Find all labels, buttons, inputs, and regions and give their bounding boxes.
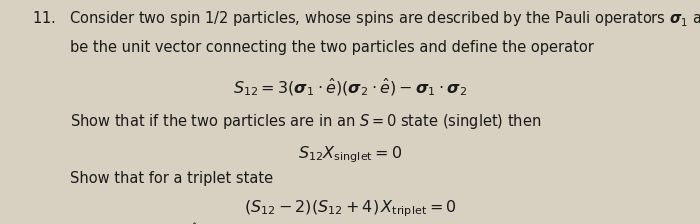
Text: (\textit{Hint}: Choose $\hat{e}$ along the $z$-axis.): (\textit{Hint}: Choose $\hat{e}$ along t… [32,222,322,224]
Text: 11.   Consider two spin 1/2 particles, whose spins are described by the Pauli op: 11. Consider two spin 1/2 particles, who… [32,7,700,28]
Text: Show that if the two particles are in an $S = 0$ state (singlet) then: Show that if the two particles are in an… [70,112,541,131]
Text: Show that for a triplet state: Show that for a triplet state [70,171,273,186]
Text: $S_{12} = 3(\boldsymbol{\sigma}_1 \cdot \hat{e})(\boldsymbol{\sigma}_2 \cdot \ha: $S_{12} = 3(\boldsymbol{\sigma}_1 \cdot … [233,76,467,98]
Text: $S_{12} X_{\mathrm{singlet}} = 0$: $S_{12} X_{\mathrm{singlet}} = 0$ [298,144,402,165]
Text: be the unit vector connecting the two particles and define the operator: be the unit vector connecting the two pa… [70,40,594,55]
Text: $(S_{12} - 2)(S_{12} + 4) \, X_{\mathrm{triplet}} = 0$: $(S_{12} - 2)(S_{12} + 4) \, X_{\mathrm{… [244,198,456,219]
